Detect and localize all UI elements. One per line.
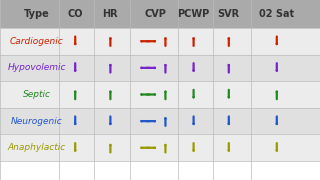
- Text: 02 Sat: 02 Sat: [259, 9, 294, 19]
- Bar: [0, 28, 320, 55]
- Text: HR: HR: [103, 9, 118, 19]
- Text: Septic: Septic: [23, 90, 51, 99]
- Bar: [0, 134, 320, 161]
- Text: CVP: CVP: [144, 9, 166, 19]
- Bar: [0, 0, 320, 28]
- Bar: [0, 81, 320, 108]
- Text: PCWP: PCWP: [178, 9, 210, 19]
- Bar: [0, 108, 320, 134]
- Text: Type: Type: [24, 9, 50, 19]
- Text: Anaphylactic: Anaphylactic: [8, 143, 66, 152]
- Text: CO: CO: [68, 9, 83, 19]
- Text: Hypovolemic: Hypovolemic: [8, 63, 66, 72]
- Text: Neurogenic: Neurogenic: [11, 117, 63, 126]
- Bar: [0, 55, 320, 81]
- Text: SVR: SVR: [218, 9, 240, 19]
- Text: Cardiogenic: Cardiogenic: [10, 37, 64, 46]
